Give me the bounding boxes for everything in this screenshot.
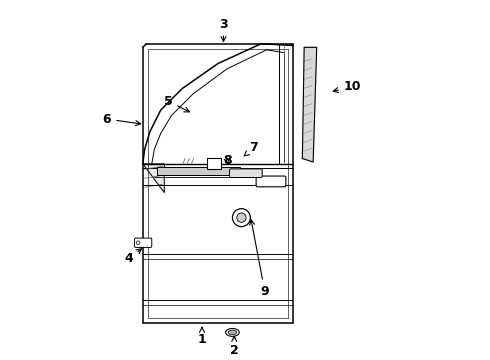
- Circle shape: [232, 209, 250, 226]
- Text: 10: 10: [333, 80, 361, 93]
- Text: 7: 7: [244, 141, 258, 156]
- Circle shape: [136, 241, 140, 244]
- Circle shape: [237, 213, 246, 222]
- FancyBboxPatch shape: [256, 176, 286, 187]
- Ellipse shape: [225, 328, 239, 336]
- Text: 6: 6: [102, 113, 141, 126]
- FancyBboxPatch shape: [230, 169, 262, 177]
- Text: 5: 5: [164, 95, 190, 112]
- Text: 4: 4: [124, 249, 142, 265]
- Text: 2: 2: [230, 337, 239, 357]
- Polygon shape: [143, 164, 164, 193]
- Text: 8: 8: [223, 154, 231, 167]
- Bar: [207, 158, 221, 169]
- Text: 1: 1: [197, 327, 206, 346]
- Text: 9: 9: [249, 220, 269, 298]
- Text: 3: 3: [219, 18, 228, 41]
- FancyBboxPatch shape: [135, 238, 152, 247]
- Polygon shape: [302, 47, 317, 162]
- Bar: [157, 167, 240, 175]
- Ellipse shape: [228, 330, 237, 335]
